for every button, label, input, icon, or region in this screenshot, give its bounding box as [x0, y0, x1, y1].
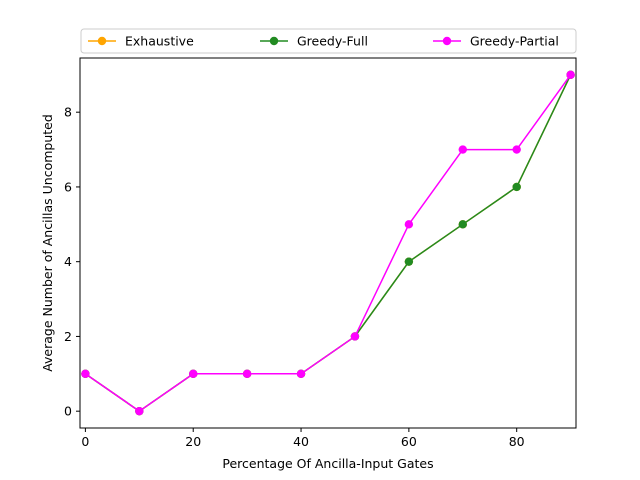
series-layer — [81, 70, 575, 416]
x-axis: 0 20 40 60 80 — [81, 428, 525, 449]
data-point-greedy-partial — [350, 332, 360, 341]
series-line-greedy-partial — [84, 74, 572, 412]
data-point-greedy-partial — [81, 369, 90, 379]
legend-item-exhaustive: Exhaustive — [88, 34, 194, 49]
x-tick-label: 40 — [293, 434, 309, 449]
y-tick-label: 6 — [64, 179, 72, 194]
y-axis-label: Average Number of Ancillas Uncomputed — [40, 114, 55, 372]
data-point-greedy-partial — [135, 406, 144, 416]
y-tick-label: 0 — [64, 404, 72, 419]
data-point-greedy-partial — [512, 145, 521, 154]
y-tick-label: 4 — [64, 254, 72, 269]
legend-swatch-marker — [97, 36, 107, 46]
plot-background — [80, 58, 576, 428]
data-point-greedy-partial — [566, 70, 575, 80]
data-point-greedy-partial — [242, 369, 252, 379]
data-point-greedy-full — [458, 220, 467, 229]
y-axis: 0 2 4 6 8 — [64, 105, 80, 419]
plot-frame — [79, 57, 577, 429]
legend-item-greedy-partial: Greedy-Partial — [433, 34, 559, 49]
x-tick-label: 0 — [81, 434, 89, 449]
legend-label: Greedy-Full — [297, 34, 368, 49]
legend-frame — [80, 28, 577, 54]
y-tick-label: 8 — [64, 105, 72, 120]
data-point-greedy-partial — [404, 220, 414, 229]
legend-swatch-marker — [269, 36, 279, 46]
data-point-greedy-partial — [458, 145, 467, 154]
data-point-greedy-full — [404, 257, 414, 266]
x-axis-label: Percentage Of Ancilla-Input Gates — [222, 456, 433, 471]
x-tick-label: 80 — [509, 434, 525, 449]
legend-swatch-marker — [442, 36, 452, 46]
y-tick-label: 2 — [64, 329, 72, 344]
legend: Exhaustive Greedy-Full Greedy-Partial — [80, 28, 577, 54]
data-point-greedy-partial — [296, 369, 306, 379]
legend-label: Exhaustive — [125, 34, 194, 49]
x-tick-label: 20 — [185, 434, 201, 449]
legend-label: Greedy-Partial — [470, 34, 559, 49]
data-point-greedy-full — [512, 182, 521, 192]
legend-item-greedy-full: Greedy-Full — [260, 34, 368, 49]
x-tick-label: 60 — [401, 434, 417, 449]
data-point-greedy-partial — [189, 369, 198, 379]
series-greedy-partial — [81, 70, 575, 416]
